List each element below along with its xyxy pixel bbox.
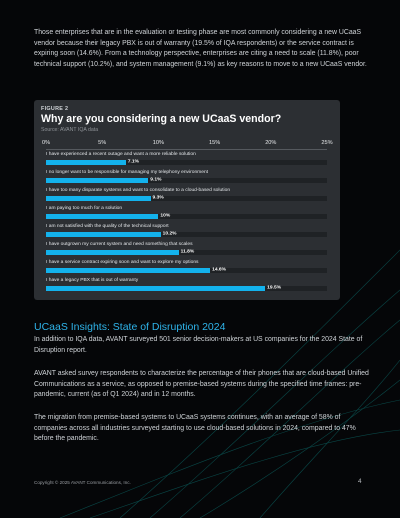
figure-title: Why are you considering a new UCaaS vend… xyxy=(41,113,282,125)
bar-row: I have a service contract expiring soon … xyxy=(46,260,327,284)
figure-source: Source: AVANT IQA data xyxy=(41,127,99,133)
bar-value-label: 7.1% xyxy=(127,159,139,165)
x-tick-label: 25% xyxy=(321,140,333,146)
bar xyxy=(46,232,161,237)
bar-category-label: I am not satisfied with the quality of t… xyxy=(46,224,169,229)
bar xyxy=(46,286,266,291)
x-tick-label: 0% xyxy=(41,140,51,146)
bar-track xyxy=(46,160,327,165)
bar-track xyxy=(46,286,327,291)
bar-row: I have a legacy PBX that is out of warra… xyxy=(46,278,327,302)
bar-track xyxy=(46,250,327,255)
bar-category-label: I have experienced a recent outage and w… xyxy=(46,152,196,157)
bar-value-label: 19.5% xyxy=(267,285,282,291)
bar-row: I am paying too much for a solution 10% xyxy=(46,206,327,230)
bar xyxy=(46,196,151,201)
body-paragraph: The migration from premise-based systems… xyxy=(34,414,356,443)
section-title: UCaaS Insights: State of Disruption 2024 xyxy=(34,321,226,333)
bar-value-label: 9.3% xyxy=(152,195,164,201)
bar-track xyxy=(46,196,327,201)
body-paragraph: In addition to IQA data, AVANT surveyed … xyxy=(34,336,363,354)
bar-value-label: 10.2% xyxy=(162,231,177,237)
bar-track xyxy=(46,268,327,273)
x-tick-label: 10% xyxy=(152,140,164,146)
bar-category-label: I have outgrown my current system and ne… xyxy=(46,242,193,247)
bar-category-label: I have a legacy PBX that is out of warra… xyxy=(46,278,139,283)
bar-track xyxy=(46,232,327,237)
footer-copyright: Copyright © 2025 AVANT Communications, I… xyxy=(34,480,131,485)
bar-row: I am not satisfied with the quality of t… xyxy=(46,224,327,248)
bar xyxy=(46,214,159,219)
x-axis-line xyxy=(46,149,327,150)
bar xyxy=(46,160,126,165)
bar xyxy=(46,178,149,183)
bar xyxy=(46,268,211,273)
bar-track xyxy=(46,214,327,219)
body-paragraph: AVANT asked survey respondents to charac… xyxy=(34,370,369,399)
bar-row: I have experienced a recent outage and w… xyxy=(46,152,327,176)
bar-row: I no longer want to be responsible for m… xyxy=(46,170,327,194)
bar-category-label: I no longer want to be responsible for m… xyxy=(46,170,209,175)
x-tick-label: 15% xyxy=(208,140,221,146)
figure-card: FIGURE 2 Why are you considering a new U… xyxy=(34,100,340,300)
bar-value-label: 10% xyxy=(160,213,171,219)
bar-track xyxy=(46,178,327,183)
bar xyxy=(46,250,179,255)
page-number: 4 xyxy=(358,478,362,485)
bar-value-label: 14.6% xyxy=(212,267,226,273)
bar-value-label: 9.1% xyxy=(150,177,162,183)
bar-row: I have outgrown my current system and ne… xyxy=(46,242,327,266)
bar-row: I have too many disparate systems and wa… xyxy=(46,188,327,212)
figure-label: FIGURE 2 xyxy=(41,106,69,112)
x-tick-label: 20% xyxy=(265,140,277,146)
bar-category-label: I have a service contract expiring soon … xyxy=(46,260,199,265)
bar-category-label: I am paying too much for a solution xyxy=(46,206,123,211)
bar-category-label: I have too many disparate systems and wa… xyxy=(46,188,231,193)
x-tick-label: 5% xyxy=(98,140,107,146)
intro-paragraph: Those enterprises that are in the evalua… xyxy=(34,29,367,68)
bar-value-label: 11.8% xyxy=(180,249,195,255)
